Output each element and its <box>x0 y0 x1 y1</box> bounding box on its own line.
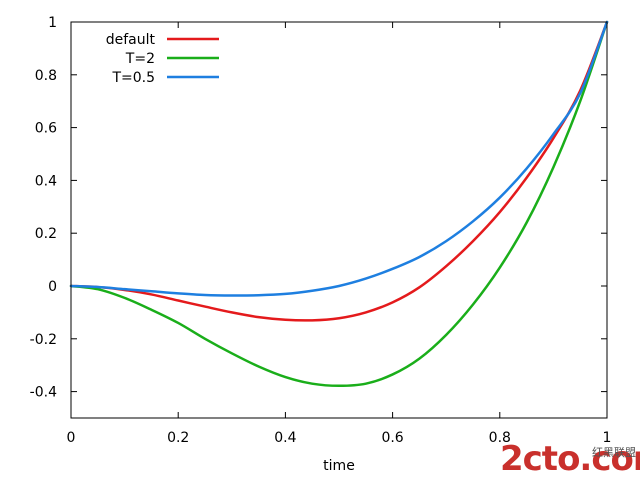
legend-label-0: default <box>106 32 156 48</box>
x-tick-label-3: 0.6 <box>381 430 403 446</box>
watermark-sub: 红黑联盟 <box>592 446 636 459</box>
watermark-logo: 2cto.com 红黑联盟 <box>500 439 640 479</box>
x-tick-label-0: 0 <box>67 430 76 446</box>
plot-frame <box>70 21 608 419</box>
y-tick-label-1: -0.2 <box>30 332 57 348</box>
legend: default T=2 T=0.5 <box>106 32 219 86</box>
x-tick-label-2: 0.4 <box>274 430 296 446</box>
y-tick-label-2: 0 <box>48 279 57 295</box>
y-tick-label-7: 1 <box>48 15 57 31</box>
y-tick-label-4: 0.4 <box>35 173 57 189</box>
series-line-t-2 <box>69 20 609 388</box>
x-tick-label-4: 0.8 <box>489 430 511 446</box>
y-tick-label-5: 0.6 <box>35 121 57 137</box>
series-line-default <box>69 20 609 322</box>
y-tick-label-6: 0.8 <box>35 68 57 84</box>
watermark-main: 2cto.com <box>500 439 640 479</box>
x-tick-label-1: 0.2 <box>167 430 189 446</box>
legend-label-1: T=2 <box>125 51 155 67</box>
tick-labels: 0 0.2 0.4 0.6 0.8 1 -0.4 -0.2 0 0.2 0.4 0.6 0.8 1 <box>30 15 612 446</box>
y-tick-label-3: 0.2 <box>35 226 57 242</box>
series-line-t-0-5 <box>69 20 609 297</box>
y-tick-label-0: -0.4 <box>30 385 57 401</box>
series-lines <box>69 20 609 388</box>
x-axis-label: time <box>323 458 355 474</box>
legend-label-2: T=0.5 <box>111 70 155 86</box>
x-tick-label-5: 1 <box>603 430 612 446</box>
